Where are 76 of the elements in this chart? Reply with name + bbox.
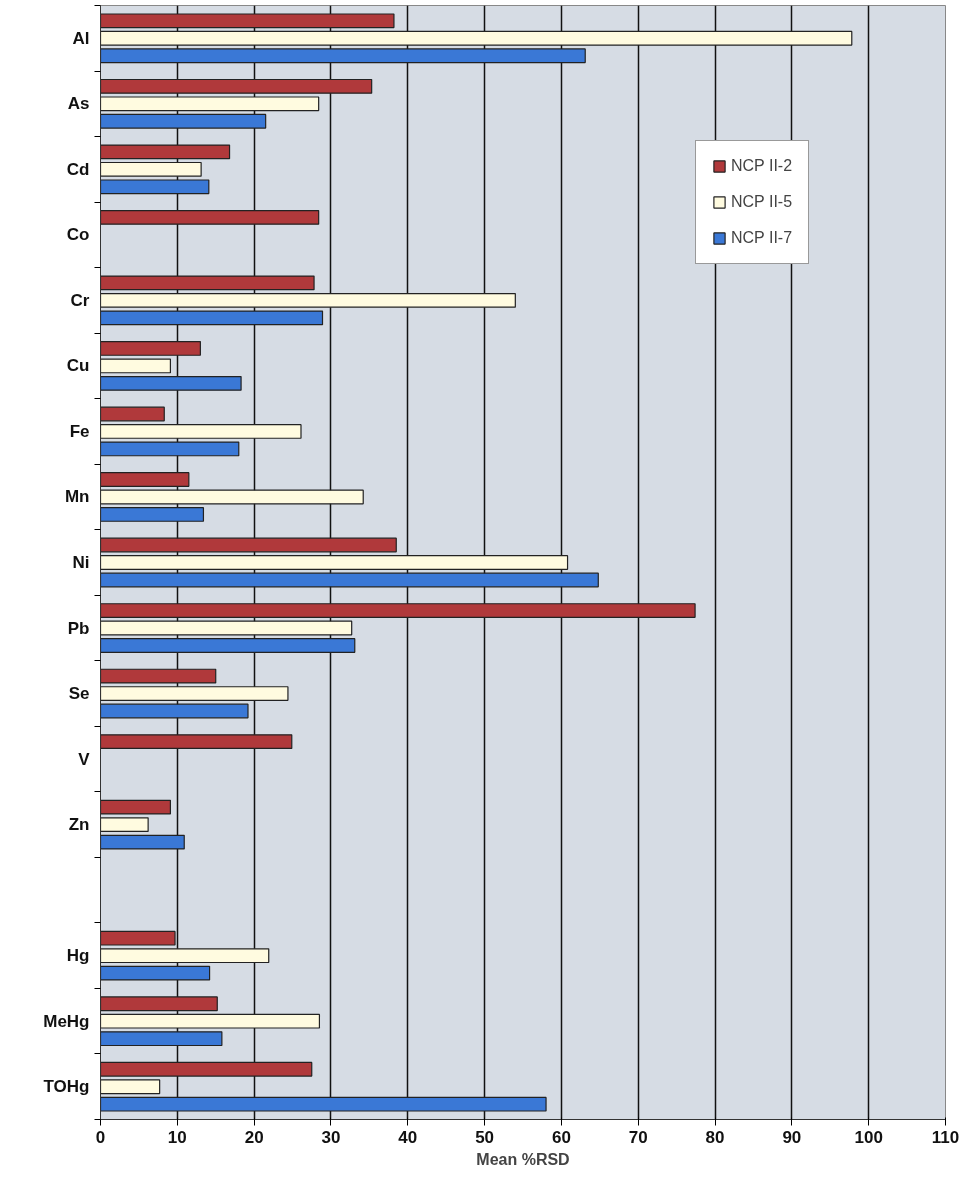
bar: [100, 734, 293, 750]
bar: [100, 144, 231, 160]
bar: [100, 703, 249, 719]
x-tick-label: 60: [551, 1127, 571, 1147]
bar: [100, 817, 149, 833]
bar: [100, 375, 242, 391]
bar: [100, 489, 364, 505]
bar: [100, 965, 211, 981]
y-tick-label: Hg: [66, 946, 90, 966]
bar: [100, 441, 240, 457]
x-tick-label: 30: [321, 1127, 341, 1147]
legend-label: NCP II-5: [731, 193, 793, 211]
y-tick-label: Cr: [70, 290, 90, 310]
x-tick-label: 40: [398, 1127, 418, 1147]
bar: [100, 96, 320, 112]
bar: [100, 686, 289, 701]
y-tick-label: Cu: [66, 356, 90, 376]
bar: [100, 113, 267, 129]
x-tick-label: 70: [628, 1127, 648, 1147]
bar: [100, 603, 696, 618]
y-tick-label: Pb: [67, 618, 90, 638]
bar: [100, 1061, 313, 1077]
bar: [100, 948, 270, 964]
bar: [100, 572, 599, 588]
y-tick-label: Al: [72, 28, 90, 48]
x-tick-label: 10: [167, 1127, 187, 1147]
y-tick-label: MeHg: [43, 1011, 90, 1031]
bar: [100, 668, 217, 684]
bar: [100, 424, 302, 439]
bar: [100, 930, 176, 946]
bar: [100, 179, 210, 195]
y-tick-label: Zn: [68, 815, 90, 835]
bar: [100, 472, 190, 487]
bar: [100, 1031, 223, 1047]
y-tick-label: TOHg: [43, 1077, 90, 1097]
bar: [100, 341, 201, 356]
bar: [100, 996, 218, 1012]
bar: [100, 292, 516, 308]
bar: [100, 799, 171, 815]
bar: [100, 537, 397, 553]
y-tick-label: Fe: [69, 421, 90, 441]
bar: [100, 48, 586, 64]
bar: [100, 555, 569, 570]
bar: [100, 161, 202, 177]
y-tick-label: Se: [68, 684, 90, 704]
x-axis-title: Mean %RSD: [476, 1150, 570, 1168]
x-tick-label: 80: [705, 1127, 725, 1147]
bar: [100, 209, 320, 225]
bar: [100, 638, 356, 653]
x-tick-label: 100: [854, 1127, 883, 1147]
y-tick-label: Cd: [66, 159, 90, 179]
x-tick-label: 90: [782, 1127, 802, 1147]
y-tick-label: Mn: [64, 487, 90, 507]
bar: [100, 310, 324, 326]
bar: [100, 834, 185, 850]
y-tick-label: As: [67, 94, 90, 114]
bar: [100, 275, 315, 291]
legend-label: NCP II-2: [731, 157, 793, 175]
bar: [100, 507, 205, 522]
bar: [100, 1096, 547, 1112]
bar: [100, 358, 171, 374]
bar: [100, 620, 353, 636]
x-tick-label: 0: [95, 1127, 106, 1147]
legend-label: NCP II-7: [731, 229, 793, 247]
x-tick-label: 50: [475, 1127, 495, 1147]
bar: [100, 30, 853, 46]
y-tick-label: Co: [66, 225, 90, 245]
bar: [100, 13, 395, 29]
x-tick-label: 20: [244, 1127, 264, 1147]
x-tick-label: 110: [931, 1127, 960, 1147]
bar: [100, 1079, 161, 1095]
y-tick-label: V: [78, 749, 91, 769]
bar: [100, 1013, 321, 1029]
y-tick-label: Ni: [72, 553, 90, 572]
bar: [100, 406, 165, 422]
bar: [100, 78, 373, 94]
